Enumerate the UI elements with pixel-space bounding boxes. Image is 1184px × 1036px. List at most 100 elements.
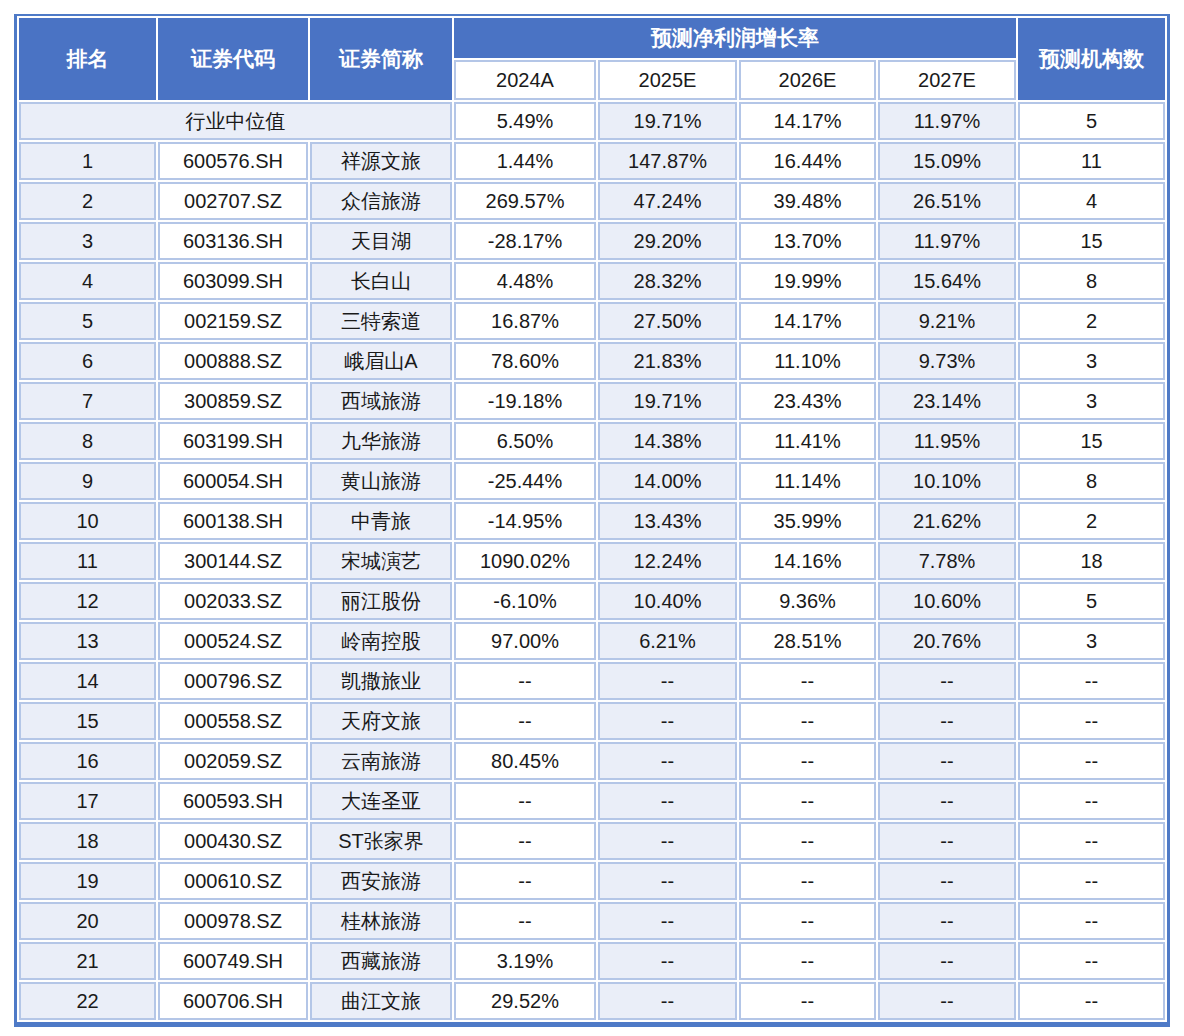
growth-2027e-cell: -- (878, 702, 1016, 740)
col-header-institution-count: 预测机构数 (1018, 18, 1165, 100)
table-header: 排名 证券代码 证券简称 预测净利润增长率 预测机构数 2024A 2025E … (19, 18, 1165, 100)
rank-cell: 13 (19, 622, 156, 660)
header-row-top: 排名 证券代码 证券简称 预测净利润增长率 预测机构数 (19, 18, 1165, 58)
growth-2024a-cell: -- (454, 822, 596, 860)
col-header-2024a: 2024A (454, 60, 596, 100)
stock-name-cell: 长白山 (310, 262, 452, 300)
growth-2026e-cell: 39.48% (739, 182, 876, 220)
stock-name-cell: 祥源文旅 (310, 142, 452, 180)
growth-2027e-cell: 26.51% (878, 182, 1016, 220)
growth-2026e-cell: -- (739, 862, 876, 900)
stock-name-cell: 大连圣亚 (310, 782, 452, 820)
stock-code-cell: 000558.SZ (158, 702, 308, 740)
stock-name-cell: 岭南控股 (310, 622, 452, 660)
growth-2027e-cell: 20.76% (878, 622, 1016, 660)
growth-2026e-cell: -- (739, 742, 876, 780)
stock-code-cell: 300144.SZ (158, 542, 308, 580)
stock-name-cell: 九华旅游 (310, 422, 452, 460)
stock-code-cell: 000796.SZ (158, 662, 308, 700)
growth-2024a-cell: 16.87% (454, 302, 596, 340)
growth-2024a-cell: -14.95% (454, 502, 596, 540)
col-header-rank: 排名 (19, 18, 156, 100)
growth-2024a-cell: 78.60% (454, 342, 596, 380)
growth-2027e-cell: 11.97% (878, 102, 1016, 140)
table-body: 行业中位值5.49%19.71%14.17%11.97%51600576.SH祥… (19, 102, 1165, 1020)
rank-cell: 12 (19, 582, 156, 620)
growth-2025e-cell: 19.71% (598, 102, 737, 140)
stock-name-cell: 曲江文旅 (310, 982, 452, 1020)
median-label-cell: 行业中位值 (19, 102, 452, 140)
growth-2025e-cell: 47.24% (598, 182, 737, 220)
growth-2027e-cell: -- (878, 822, 1016, 860)
stock-name-cell: 桂林旅游 (310, 902, 452, 940)
growth-2024a-cell: -- (454, 782, 596, 820)
growth-2027e-cell: 10.60% (878, 582, 1016, 620)
rank-cell: 2 (19, 182, 156, 220)
growth-2027e-cell: -- (878, 862, 1016, 900)
table-row: 18000430.SZST张家界---------- (19, 822, 1165, 860)
institution-count-cell: 18 (1018, 542, 1165, 580)
growth-2026e-cell: -- (739, 902, 876, 940)
growth-2025e-cell: 14.00% (598, 462, 737, 500)
growth-2026e-cell: 9.36% (739, 582, 876, 620)
growth-2026e-cell: 11.10% (739, 342, 876, 380)
growth-2024a-cell: 6.50% (454, 422, 596, 460)
stock-code-cell: 603099.SH (158, 262, 308, 300)
growth-2026e-cell: 14.16% (739, 542, 876, 580)
stock-name-cell: 中青旅 (310, 502, 452, 540)
forecast-growth-table: 排名 证券代码 证券简称 预测净利润增长率 预测机构数 2024A 2025E … (17, 16, 1167, 1022)
growth-2027e-cell: 10.10% (878, 462, 1016, 500)
rank-cell: 15 (19, 702, 156, 740)
growth-2025e-cell: -- (598, 742, 737, 780)
rank-cell: 22 (19, 982, 156, 1020)
growth-2027e-cell: 9.73% (878, 342, 1016, 380)
institution-count-cell: 5 (1018, 582, 1165, 620)
table-row: 1600576.SH祥源文旅1.44%147.87%16.44%15.09%11 (19, 142, 1165, 180)
rank-cell: 5 (19, 302, 156, 340)
rank-cell: 19 (19, 862, 156, 900)
table-row: 6000888.SZ峨眉山A78.60%21.83%11.10%9.73%3 (19, 342, 1165, 380)
stock-name-cell: 天目湖 (310, 222, 452, 260)
stock-name-cell: 黄山旅游 (310, 462, 452, 500)
institution-count-cell: -- (1018, 782, 1165, 820)
institution-count-cell: 11 (1018, 142, 1165, 180)
growth-2026e-cell: -- (739, 702, 876, 740)
stock-name-cell: 西域旅游 (310, 382, 452, 420)
growth-2027e-cell: 7.78% (878, 542, 1016, 580)
stock-name-cell: 三特索道 (310, 302, 452, 340)
table-row: 21600749.SH西藏旅游3.19%-------- (19, 942, 1165, 980)
growth-2027e-cell: 11.95% (878, 422, 1016, 460)
growth-2026e-cell: -- (739, 942, 876, 980)
median-row: 行业中位值5.49%19.71%14.17%11.97%5 (19, 102, 1165, 140)
growth-2024a-cell: 4.48% (454, 262, 596, 300)
col-header-2026e: 2026E (739, 60, 876, 100)
table-row: 16002059.SZ云南旅游80.45%-------- (19, 742, 1165, 780)
table-row: 14000796.SZ凯撒旅业---------- (19, 662, 1165, 700)
table-row: 17600593.SH大连圣亚---------- (19, 782, 1165, 820)
rank-cell: 10 (19, 502, 156, 540)
institution-count-cell: -- (1018, 862, 1165, 900)
rank-cell: 21 (19, 942, 156, 980)
table-row: 20000978.SZ桂林旅游---------- (19, 902, 1165, 940)
table-row: 2002707.SZ众信旅游269.57%47.24%39.48%26.51%4 (19, 182, 1165, 220)
stock-code-cell: 600576.SH (158, 142, 308, 180)
growth-2026e-cell: -- (739, 822, 876, 860)
growth-2025e-cell: 28.32% (598, 262, 737, 300)
growth-2024a-cell: -- (454, 702, 596, 740)
institution-count-cell: 3 (1018, 382, 1165, 420)
table-frame: 排名 证券代码 证券简称 预测净利润增长率 预测机构数 2024A 2025E … (14, 14, 1170, 1027)
growth-2026e-cell: 11.14% (739, 462, 876, 500)
table-row: 15000558.SZ天府文旅---------- (19, 702, 1165, 740)
institution-count-cell: 5 (1018, 102, 1165, 140)
stock-code-cell: 600138.SH (158, 502, 308, 540)
col-header-stock-code: 证券代码 (158, 18, 308, 100)
growth-2026e-cell: 16.44% (739, 142, 876, 180)
growth-2025e-cell: 21.83% (598, 342, 737, 380)
growth-2024a-cell: -- (454, 862, 596, 900)
stock-code-cell: 000524.SZ (158, 622, 308, 660)
stock-name-cell: ST张家界 (310, 822, 452, 860)
stock-code-cell: 600054.SH (158, 462, 308, 500)
institution-count-cell: -- (1018, 702, 1165, 740)
institution-count-cell: -- (1018, 662, 1165, 700)
institution-count-cell: 15 (1018, 222, 1165, 260)
